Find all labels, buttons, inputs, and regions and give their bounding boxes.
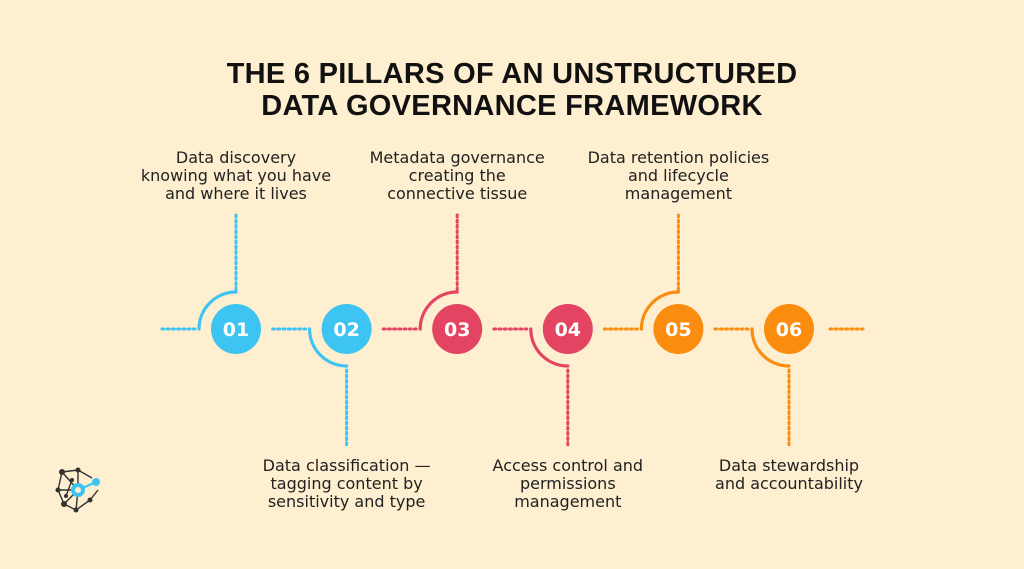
pillar-label-line: Access control and <box>492 456 644 475</box>
pillar-circle <box>432 304 483 354</box>
pillar-label-06: Data stewardship and accountability <box>674 457 904 493</box>
pillar-circle <box>653 304 704 354</box>
pillar-label-01: Data discovery knowing what you have and w… <box>121 149 351 203</box>
pillar-circle <box>764 304 814 354</box>
pillar-label-03: Metadata governance creating the connectiv… <box>342 149 572 203</box>
pillar-arc <box>308 327 349 368</box>
pillar-label-line: Data classification — <box>262 456 431 475</box>
pillar-arc <box>750 327 791 368</box>
pillar-label-line: and lifecycle <box>627 166 729 185</box>
pillar-arc <box>418 290 459 331</box>
pillar-number: 06 <box>776 319 802 341</box>
pillar-label-line: Data discovery <box>175 148 297 167</box>
pillar-arc <box>639 290 680 331</box>
pillar-label-line: Metadata governance <box>369 148 545 167</box>
pillar-circle <box>542 304 593 354</box>
title-line-1: THE 6 PILLARS OF AN UNSTRUCTURED <box>226 58 798 90</box>
pillar-arc <box>529 327 570 368</box>
pillar-circle <box>321 304 372 354</box>
pillar-number: 01 <box>223 319 249 341</box>
pillar-label-05: Data retention policies and lifecycle mana… <box>563 149 793 203</box>
network-node-icon <box>55 467 100 513</box>
pillar-label-line: Data retention policies <box>587 148 770 167</box>
pillar-label-line: permissions <box>519 474 616 493</box>
page-title: THE 6 PILLARS OF AN UNSTRUCTURED DATA GO… <box>0 58 1024 122</box>
pillar-label-04: Access control and permissions management <box>453 457 683 511</box>
pillar-label-line: knowing what you have <box>140 166 332 185</box>
pillar-number: 03 <box>444 319 470 341</box>
pillar-label-line: connective tissue <box>387 184 528 203</box>
pillar-arc <box>197 290 238 331</box>
pillar-label-line: creating the <box>408 166 506 185</box>
pillar-label-line: management <box>514 492 622 511</box>
pillar-number: 04 <box>555 319 581 341</box>
pillar-label-line: and accountability <box>715 474 863 493</box>
title-line-2: DATA GOVERNANCE FRAMEWORK <box>261 90 763 122</box>
pillar-label-02: Data classification — tagging content by s… <box>232 457 462 511</box>
pillar-label-line: Data stewardship <box>718 456 860 475</box>
pillar-circle <box>211 304 261 354</box>
pillar-label-line: and where it lives <box>165 184 307 203</box>
pillar-label-line: tagging content by <box>270 474 423 493</box>
pillar-number: 02 <box>333 319 359 341</box>
pillar-label-line: sensitivity and type <box>267 492 426 511</box>
pillar-number: 05 <box>665 319 691 341</box>
pillar-label-line: management <box>624 184 732 203</box>
